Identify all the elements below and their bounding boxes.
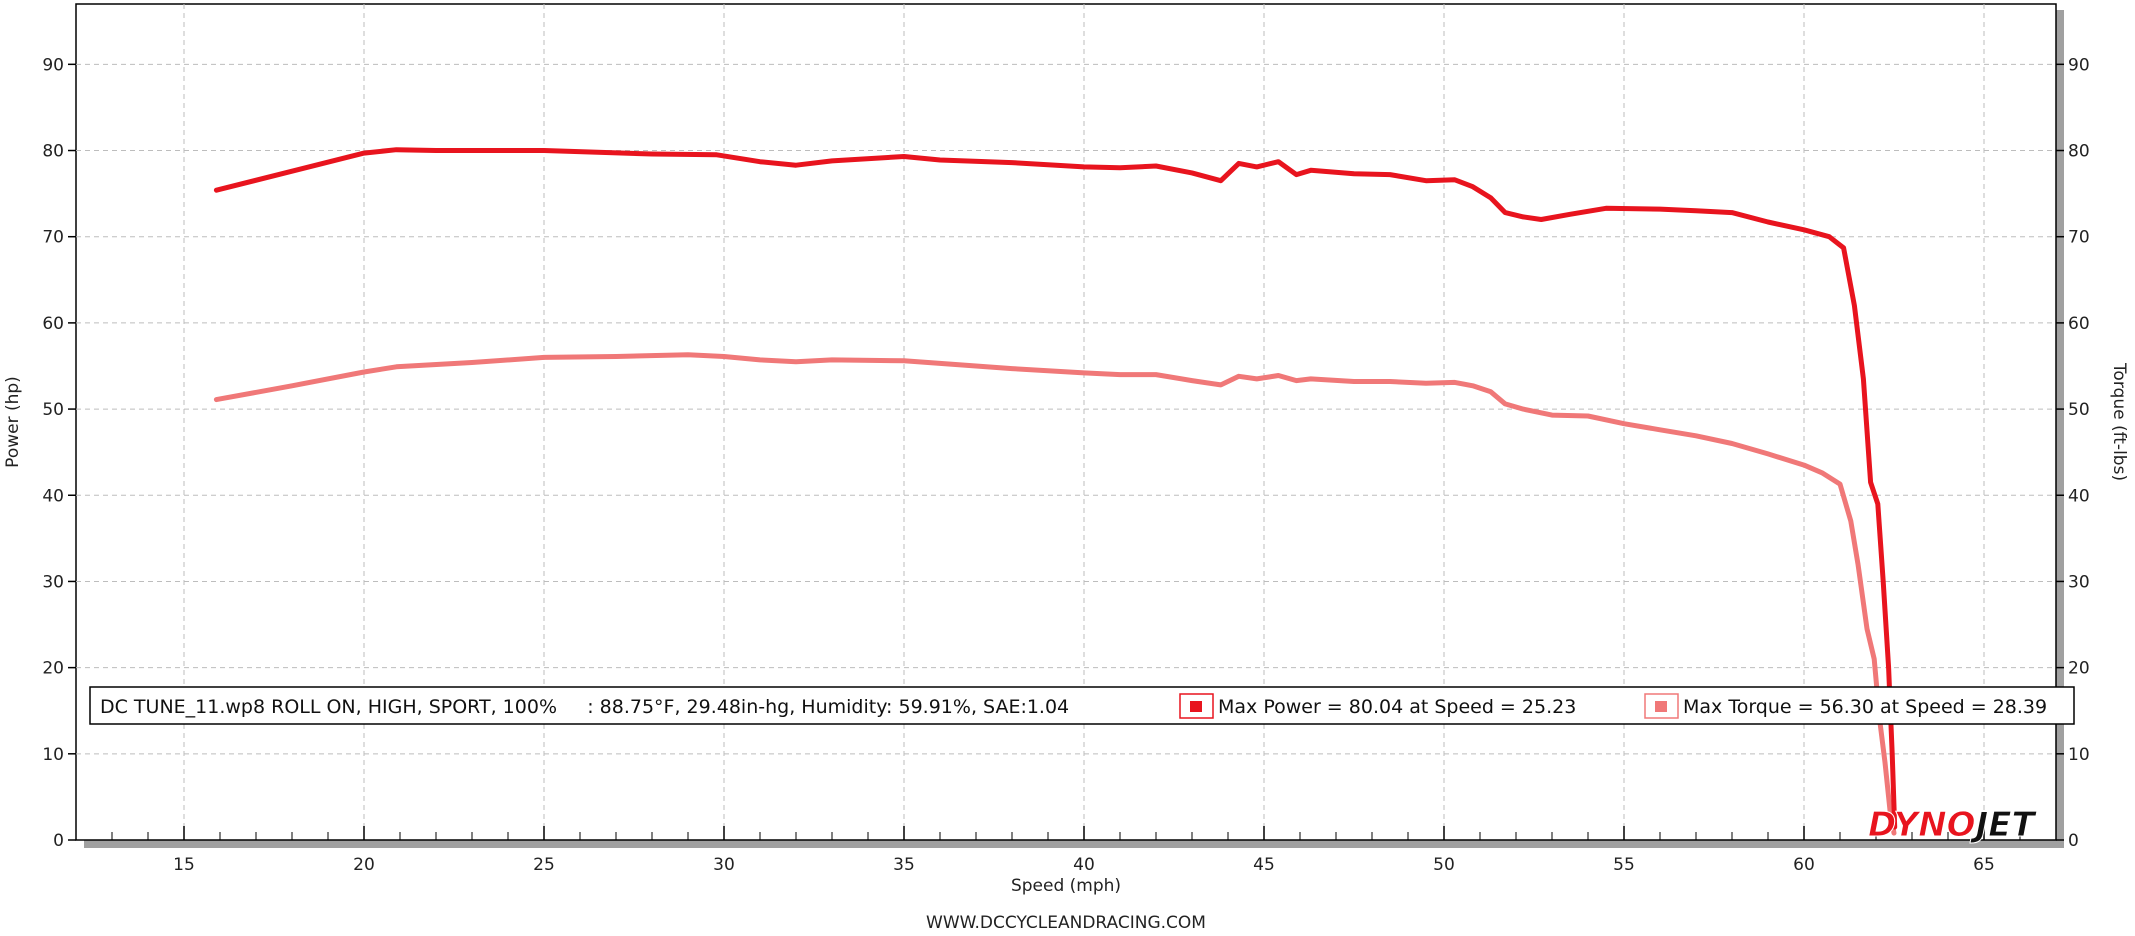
y-tick-label: 0 xyxy=(53,831,64,851)
dynojet-logo: DYNOJET xyxy=(1868,805,2038,846)
y2-tick-label: 50 xyxy=(2068,400,2090,420)
y-tick-label: 70 xyxy=(42,228,64,248)
y2-tick-label: 70 xyxy=(2068,228,2090,248)
x-axis-title: Speed (mph) xyxy=(1011,876,1121,896)
x-axis: 15 20 25 30 35 40 45 50 55 60 65 xyxy=(75,826,2057,875)
y-tick-label: 30 xyxy=(42,572,64,592)
series-layer xyxy=(213,147,1898,836)
y-tick-label: 90 xyxy=(42,55,64,75)
y-axis-left: 0 10 20 30 40 50 60 70 80 90 xyxy=(42,55,76,851)
x-tick-label: 30 xyxy=(713,855,735,875)
legend-torque-label: Max Torque = 56.30 at Speed = 28.39 xyxy=(1683,696,2047,718)
torque-series-line xyxy=(213,352,1897,836)
y-tick-label: 40 xyxy=(42,486,64,506)
logo-part-dyno: DYNO xyxy=(1868,805,1976,845)
x-tick-label: 55 xyxy=(1613,855,1635,875)
y-tick-label: 80 xyxy=(42,142,64,162)
power-series-line xyxy=(213,147,1898,830)
legend-torque-swatch xyxy=(1655,701,1667,712)
x-tick-label: 35 xyxy=(893,855,915,875)
logo-part-jet: JET xyxy=(1970,805,2038,845)
y-axis-title: Power (hp) xyxy=(3,376,23,468)
y2-tick-label: 10 xyxy=(2068,745,2090,765)
x-tick-label: 60 xyxy=(1793,855,1815,875)
x-tick-label: 20 xyxy=(353,855,375,875)
y2-tick-label: 30 xyxy=(2068,572,2090,592)
y2-tick-label: 90 xyxy=(2068,55,2090,75)
y2-tick-label: 40 xyxy=(2068,486,2090,506)
legend-box xyxy=(89,686,2075,725)
svg-text:DYNOJET: DYNOJET xyxy=(1868,805,2037,845)
y2-tick-label: 80 xyxy=(2068,142,2090,162)
y2-tick-label: 20 xyxy=(2068,659,2090,679)
x-tick-label: 25 xyxy=(533,855,555,875)
legend: DC TUNE_11.wp8 ROLL ON, HIGH, SPORT, 100… xyxy=(89,686,2075,725)
y-tick-label: 60 xyxy=(42,314,64,334)
x-tick-label: 65 xyxy=(1973,855,1995,875)
legend-power-swatch xyxy=(1190,701,1202,712)
legend-power-label: Max Power = 80.04 at Speed = 25.23 xyxy=(1218,696,1576,718)
x-tick-label: 15 xyxy=(173,855,195,875)
footer-website: WWW.DCCYCLEANDRACING.COM xyxy=(926,913,1206,933)
y-tick-label: 20 xyxy=(42,659,64,679)
legend-run-info: DC TUNE_11.wp8 ROLL ON, HIGH, SPORT, 100… xyxy=(100,696,1069,718)
y2-axis-title: Torque (ft-lbs) xyxy=(2109,362,2129,481)
x-tick-label: 50 xyxy=(1433,855,1455,875)
y-axis-right: 0 10 20 30 40 50 60 70 80 90 xyxy=(2056,55,2090,851)
y-tick-label: 50 xyxy=(42,400,64,420)
y2-tick-label: 0 xyxy=(2068,831,2079,851)
x-tick-label: 45 xyxy=(1253,855,1275,875)
y-tick-label: 10 xyxy=(42,745,64,765)
x-tick-label: 40 xyxy=(1073,855,1095,875)
y2-tick-label: 60 xyxy=(2068,314,2090,334)
